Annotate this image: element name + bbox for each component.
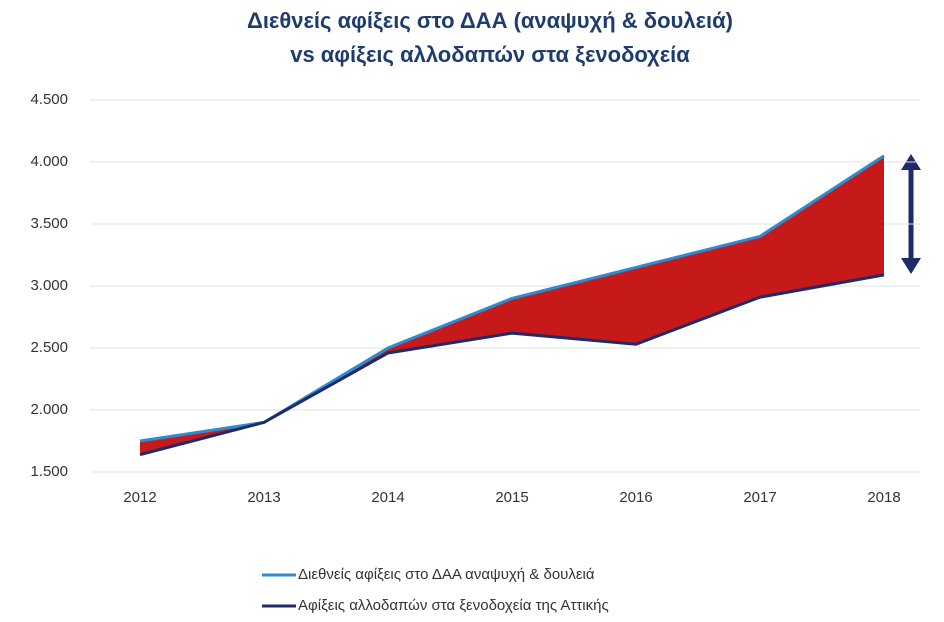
series-line	[139, 273, 885, 457]
x-tick-label: 2016	[619, 489, 652, 506]
y-tick-label: 2.500	[30, 339, 68, 356]
y-tick-label: 1.500	[30, 463, 68, 480]
gap-area	[140, 155, 884, 455]
series-line	[139, 154, 885, 443]
x-tick-label: 2015	[495, 489, 528, 506]
range-arrow	[901, 154, 921, 274]
y-tick-label: 4.000	[30, 153, 68, 170]
y-tick-label: 3.500	[30, 215, 68, 232]
legend-label: Διεθνείς αφίξεις στο ΔΑΑ αναψυχή & δουλε…	[298, 566, 595, 583]
y-tick-label: 4.500	[30, 91, 68, 108]
x-tick-label: 2012	[123, 489, 156, 506]
chart-title: Διεθνείς αφίξεις στο ΔΑΑ (αναψυχή & δουλ…	[247, 8, 733, 33]
chart-subtitle: vs αφίξεις αλλοδαπών στα ξενοδοχεία	[290, 42, 690, 67]
x-tick-label: 2014	[371, 489, 404, 506]
x-tick-label: 2017	[743, 489, 776, 506]
legend-label: Αφίξεις αλλοδαπών στα ξενοδοχεία της Αττ…	[298, 597, 609, 614]
x-tick-label: 2013	[247, 489, 280, 506]
y-tick-label: 3.000	[30, 277, 68, 294]
x-tick-label: 2018	[867, 489, 900, 506]
y-tick-label: 2.000	[30, 401, 68, 418]
